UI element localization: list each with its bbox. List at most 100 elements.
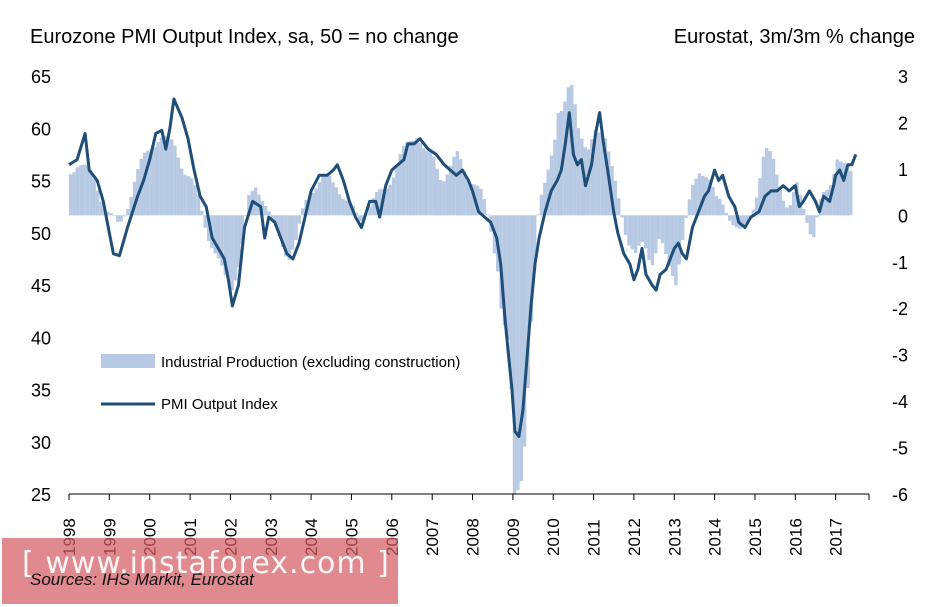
ip-bar (166, 135, 170, 216)
ip-bar (203, 215, 207, 228)
ip-bar (391, 177, 396, 216)
ip-bar (455, 151, 460, 216)
ip-bar (566, 87, 570, 216)
ip-bar (230, 215, 234, 291)
ip-bar (270, 215, 275, 219)
ip-bar (781, 200, 786, 216)
ip-bar (479, 189, 483, 216)
ip-bar (95, 190, 100, 216)
ip-bar (284, 215, 288, 257)
ip-bar (469, 183, 473, 216)
ip-bar (644, 215, 648, 249)
ip-bar (206, 215, 211, 242)
ip-bar (69, 174, 73, 216)
ip-bar (331, 182, 335, 216)
ip-bar (321, 176, 325, 216)
ip-bar (193, 185, 197, 216)
ip-bar (778, 189, 782, 216)
ip-bars-group (69, 85, 853, 495)
ip-bar (664, 215, 668, 254)
ip-bar (277, 215, 281, 236)
ip-bar (290, 215, 295, 250)
ip-bar (549, 155, 554, 216)
ip-bar (765, 148, 769, 216)
ip-bar (697, 173, 702, 216)
ip-bar (415, 138, 419, 216)
ip-bar (758, 178, 762, 216)
source-note: Sources: IHS Markit, Eurostat (30, 570, 254, 589)
ip-bar (418, 142, 423, 216)
ip-bar (445, 174, 449, 216)
x-tick-label: 2012 (625, 518, 644, 556)
ip-bar (647, 215, 651, 260)
pmi-line (68, 97, 858, 438)
ip-bar (849, 170, 853, 216)
legend: Industrial Production (excluding constru… (101, 354, 460, 413)
ip-bar (459, 159, 463, 216)
ip-bar (119, 215, 123, 222)
ip-bar (845, 165, 850, 216)
legend-ip-label: Industrial Production (excluding constru… (161, 354, 460, 371)
chart-title-left: Eurozone PMI Output Index, sa, 50 = no c… (30, 26, 459, 48)
x-tick-label: 2014 (706, 518, 725, 556)
ip-bar (724, 212, 729, 216)
ip-bar (519, 215, 523, 482)
ip-bar (196, 195, 201, 216)
ip-bar (637, 215, 641, 246)
x-tick-label: 2008 (464, 518, 483, 556)
ip-bar (378, 189, 382, 216)
left-tick-label: 40 (31, 328, 51, 348)
ip-bar (143, 152, 147, 216)
ip-bar (220, 215, 224, 266)
ip-bar (563, 101, 567, 216)
ip-bar (314, 188, 318, 216)
legend-pmi-label: PMI Output Index (161, 396, 278, 413)
ip-bar (385, 188, 389, 216)
ip-bar (79, 165, 83, 216)
ip-bar (512, 215, 517, 495)
ip-bar (116, 215, 120, 222)
x-tick-label: 2015 (746, 518, 765, 556)
ip-bar (771, 158, 776, 216)
x-tick-label: 2009 (504, 518, 523, 556)
ip-bar (684, 215, 688, 218)
ip-bar (506, 215, 510, 340)
ip-bar (623, 215, 628, 235)
ip-bar (768, 151, 772, 216)
legend-ip-swatch (101, 354, 155, 368)
ip-bar (401, 145, 406, 216)
ip-bar (428, 152, 433, 216)
ip-bar (85, 165, 90, 216)
ip-bar (718, 198, 722, 216)
ip-bar (751, 209, 755, 216)
ip-bar (546, 169, 550, 216)
ip-bar (442, 181, 446, 216)
ip-bar (694, 178, 698, 216)
ip-bar (553, 139, 557, 216)
ip-bar (106, 211, 110, 216)
right-tick-label: -3 (892, 346, 908, 366)
ip-bar (660, 215, 665, 244)
ip-bar (839, 161, 843, 216)
x-tick-label: 2011 (585, 519, 604, 556)
ip-bar (311, 192, 315, 216)
ip-bar (432, 156, 436, 216)
ip-bar (590, 139, 594, 216)
ip-bar (338, 194, 342, 216)
ip-bar (92, 178, 96, 216)
left-tick-label: 25 (31, 485, 51, 505)
ip-bar (348, 201, 352, 216)
ip-bar (805, 215, 809, 223)
watermark-text: [ www.instaforex.com ] (22, 546, 390, 581)
ip-bar (405, 141, 409, 216)
left-tick-label: 60 (31, 119, 51, 139)
ip-bar (280, 215, 285, 248)
ip-bar (593, 130, 597, 216)
ip-bar (341, 198, 345, 216)
ip-bar (112, 215, 117, 216)
left-tick-label: 65 (31, 67, 51, 87)
ip-bar (240, 215, 244, 244)
ip-bar (243, 215, 248, 217)
ip-bar (586, 149, 591, 216)
